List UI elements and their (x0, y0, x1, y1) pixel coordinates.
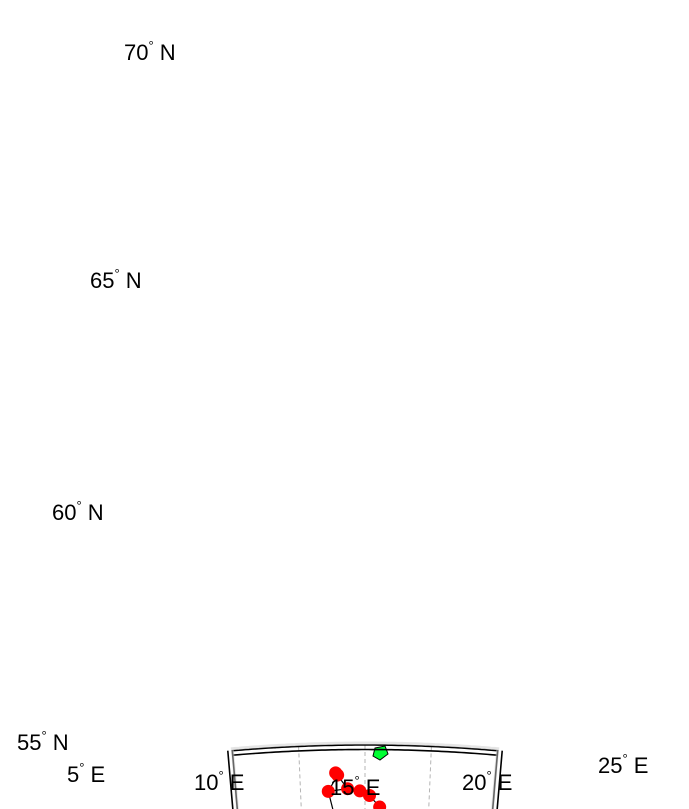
network-node (321, 784, 335, 798)
frame-track (230, 741, 500, 809)
estonia-islands (532, 575, 555, 592)
network-node (362, 788, 376, 802)
lon-label-20: 20° E (462, 768, 512, 795)
lon-label-25: 25° E (598, 751, 648, 778)
gotland-landmass (438, 625, 458, 662)
map-frame (226, 741, 504, 809)
network-node (353, 784, 367, 798)
aland-island (468, 505, 484, 518)
scandinavia-landmass (136, 50, 550, 730)
land-masses (136, 50, 628, 761)
axis-labels: 70° N65° N60° N55° N5° E 10° E 15° E 20° E25° E (17, 38, 648, 800)
lofoten-island-2 (348, 128, 358, 145)
lat-label-55: 55° N (17, 728, 69, 755)
baltic-landmass (515, 560, 628, 740)
zealand-landmass (257, 745, 299, 749)
lat-label-60: 60° N (52, 498, 104, 525)
lon-label-5: 5° E (67, 760, 105, 787)
oland-landmass (402, 648, 415, 685)
lakes (300, 562, 358, 628)
network-node (373, 800, 387, 809)
lat-label-70: 70° N (124, 38, 176, 65)
network-nodes (321, 766, 387, 809)
lon-label-10: 10° E (194, 768, 244, 795)
denmark-landmass (232, 745, 253, 753)
frame-outer-bottom (232, 748, 498, 757)
network-node (331, 768, 345, 782)
lofoten-island-1 (325, 145, 338, 156)
lake-vanern (300, 562, 342, 598)
finland-landmass (505, 275, 590, 528)
lake-vattern (338, 582, 358, 628)
estonia-island-2 (538, 556, 554, 568)
network-node (341, 782, 355, 796)
lofoten-island-3 (368, 92, 378, 104)
lat-label-65: 65° N (90, 266, 142, 293)
